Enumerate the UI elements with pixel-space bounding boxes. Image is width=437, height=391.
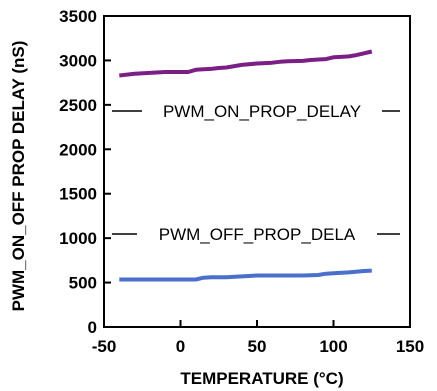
x-axis-ticks: -50 0 50 100 150 [92, 320, 424, 356]
x-axis-label: TEMPERATURE (°C) [180, 369, 343, 388]
y-tick-label: 0 [88, 318, 97, 337]
y-tick-label: 2500 [59, 96, 97, 115]
x-tick-label: -50 [92, 337, 117, 356]
y-tick-label: 1000 [59, 229, 97, 248]
x-tick-label: 100 [319, 337, 347, 356]
y-tick-label: 3000 [59, 51, 97, 70]
y-axis-ticks: 0 500 1000 1500 2000 2500 3000 3500 [59, 7, 111, 337]
y-tick-label: 3500 [59, 7, 97, 26]
series-layer [119, 49, 373, 282]
series-labels: PWM_ON_PROP_DELAY PWM_OFF_PROP_DELA [112, 102, 400, 244]
label-pwm-on: PWM_ON_PROP_DELAY [163, 102, 361, 121]
y-tick-label: 1500 [59, 185, 97, 204]
y-tick-label: 500 [69, 274, 97, 293]
x-tick-label: 150 [396, 337, 424, 356]
series-line-pwm-off [119, 268, 372, 282]
label-pwm-off: PWM_OFF_PROP_DELA [159, 225, 356, 244]
x-tick-label: 0 [176, 337, 185, 356]
y-tick-label: 2000 [59, 140, 97, 159]
y-axis-label: PWM_ON_OFF PROP DELAY (nS) [9, 41, 28, 312]
x-tick-label: 50 [248, 337, 267, 356]
series-line-pwm-on [119, 49, 373, 78]
